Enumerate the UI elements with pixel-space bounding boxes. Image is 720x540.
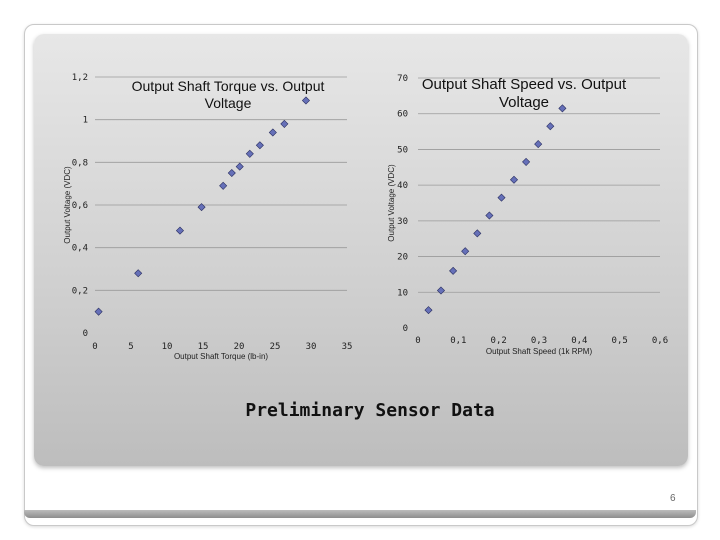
torque-chart-data-point — [268, 128, 277, 137]
slide-caption: Preliminary Sensor Data — [245, 400, 495, 421]
speed-chart-data-point — [558, 104, 567, 113]
speed-chart-y-tick-label: 50 — [397, 145, 408, 155]
torque-chart-y-tick-label: 0 — [83, 329, 88, 339]
torque-chart-data-point — [301, 96, 310, 105]
torque-chart-y-tick-label: 1 — [83, 116, 88, 126]
speed-chart-data-point — [461, 247, 470, 256]
speed-chart-data-point — [546, 122, 555, 131]
torque-chart-data-point — [235, 162, 244, 171]
torque-chart-y-tick-label: 0,2 — [72, 286, 88, 296]
torque-chart-title: Output Shaft Torque vs. Output Voltage — [110, 78, 346, 112]
speed-chart-data-point — [509, 175, 519, 184]
torque-chart-y-axis-label: Output Voltage (VDC) — [63, 166, 72, 244]
speed-chart-data-point — [534, 140, 543, 149]
speed-chart-y-tick-label: 60 — [397, 110, 408, 120]
torque-chart-data-point — [219, 181, 228, 190]
speed-chart-x-tick-label: 0,1 — [450, 336, 466, 346]
content-panel — [34, 34, 688, 466]
torque-chart-x-axis-label: Output Shaft Torque (lb-in) — [174, 352, 268, 361]
speed-chart-y-axis-label: Output Voltage (VDC) — [387, 164, 396, 242]
speed-chart-x-axis-label: Output Shaft Speed (1k RPM) — [486, 347, 593, 356]
torque-chart-x-tick-label: 20 — [234, 342, 245, 352]
torque-chart-data-point — [94, 307, 103, 316]
speed-chart-x-tick-label: 0,4 — [571, 336, 587, 346]
torque-chart-x-tick-label: 5 — [128, 342, 133, 352]
torque-chart-data-point — [175, 226, 184, 235]
torque-chart-data-point — [255, 141, 264, 150]
speed-chart-y-tick-label: 70 — [397, 74, 408, 84]
torque-chart-x-tick-label: 0 — [92, 342, 97, 352]
torque-chart-data-point — [134, 269, 143, 278]
speed-chart-data-point — [449, 266, 458, 275]
torque-chart-x-tick-label: 35 — [342, 342, 353, 352]
speed-chart-y-tick-label: 0 — [403, 324, 408, 334]
torque-chart-x-tick-label: 15 — [198, 342, 209, 352]
speed-chart-x-tick-label: 0 — [415, 336, 420, 346]
torque-chart-data-point — [197, 203, 206, 212]
torque-chart-x-tick-label: 10 — [162, 342, 173, 352]
speed-chart-title-line2: Voltage — [498, 94, 550, 111]
torque-chart-x-tick-label: 25 — [270, 342, 281, 352]
torque-chart-y-tick-label: 0,8 — [72, 158, 88, 168]
torque-chart-title-line1: Output Shaft Torque vs. Output — [131, 78, 325, 94]
speed-chart-y-tick-label: 20 — [397, 253, 408, 263]
speed-chart-x-tick-label: 0,3 — [531, 336, 547, 346]
speed-chart-x-tick-label: 0,2 — [491, 336, 507, 346]
torque-chart-data-point — [227, 168, 236, 178]
speed-chart-data-point — [424, 306, 433, 315]
speed-chart-data-point — [485, 211, 494, 220]
speed-chart-data-point — [473, 229, 482, 238]
torque-chart-title-line2: Voltage — [204, 94, 252, 111]
speed-chart-x-tick-label: 0,5 — [612, 336, 628, 346]
speed-chart-title: Output Shaft Speed vs. Output Voltage — [404, 76, 644, 112]
page-number: 6 — [670, 493, 676, 504]
torque-chart-y-tick-label: 1,2 — [72, 73, 88, 83]
speed-chart-data-point — [436, 286, 446, 295]
speed-chart-y-tick-label: 30 — [397, 217, 408, 227]
speed-chart-x-tick-label: 0,6 — [652, 336, 668, 346]
speed-chart-data-point — [497, 193, 506, 202]
speed-chart-title-line1: Output Shaft Speed vs. Output — [421, 76, 627, 93]
torque-chart-data-point — [280, 119, 289, 128]
speed-chart-y-tick-label: 40 — [397, 181, 408, 191]
torque-chart-data-point — [245, 149, 254, 158]
torque-chart-y-tick-label: 0,4 — [72, 244, 88, 254]
speed-chart-data-point — [522, 157, 531, 166]
torque-chart-y-tick-label: 0,6 — [72, 201, 88, 211]
speed-chart-y-tick-label: 10 — [397, 288, 408, 298]
slide-bottom-strip — [24, 510, 696, 518]
torque-chart-x-tick-label: 30 — [306, 342, 317, 352]
